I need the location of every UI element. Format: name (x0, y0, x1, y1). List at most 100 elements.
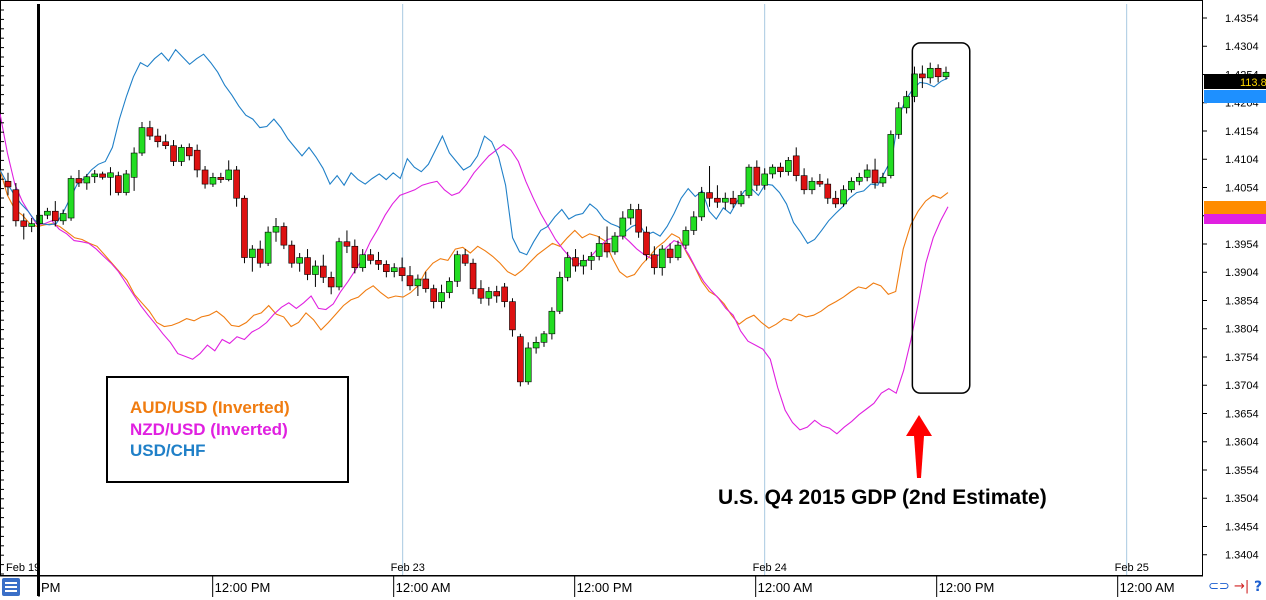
help-icon[interactable]: ? (1254, 579, 1262, 595)
candle (185, 143, 193, 161)
candle (193, 144, 201, 178)
candle-body-up (44, 210, 51, 216)
candle-body-up (942, 71, 950, 78)
y-tick-label: 1.3954 (1225, 239, 1259, 251)
candle (879, 172, 887, 187)
time-label: 12:00 PM (577, 580, 633, 595)
candle-body-up (737, 195, 745, 205)
candle (745, 164, 753, 199)
candle (635, 203, 642, 238)
candle (446, 277, 453, 299)
candle (737, 190, 745, 207)
candle (390, 263, 398, 278)
candle (911, 66, 918, 103)
candle-body-down (319, 265, 327, 278)
date-label: Feb 25 (1115, 562, 1149, 574)
candle (926, 62, 934, 84)
legend-entry-usd-chf: USD/CHF (130, 441, 206, 460)
candle (383, 260, 390, 278)
candle-body-down (919, 73, 926, 79)
candle (351, 239, 359, 274)
candle (682, 226, 690, 250)
candle-body-up (745, 166, 753, 196)
candle-body-down (816, 180, 824, 185)
y-tick-label: 1.3854 (1225, 295, 1259, 307)
time-label: 12:00 PM (939, 580, 995, 595)
usdchf-tag (1204, 90, 1266, 103)
candle-body-up (83, 176, 91, 184)
candle-body-up (312, 265, 319, 275)
candle (327, 271, 335, 295)
candle (832, 190, 839, 208)
gdp-annotation: U.S. Q4 2015 GDP (2nd Estimate) (718, 415, 1047, 509)
candle (919, 65, 926, 89)
candle-body-down (635, 209, 642, 233)
candle (721, 192, 729, 210)
candle (461, 249, 469, 267)
candle-body-down (217, 177, 225, 180)
candle (146, 120, 154, 141)
candle-body-down (666, 248, 674, 258)
series-line-aud-usd-inverted- (0, 169, 949, 331)
candle-body-down (304, 257, 311, 275)
candle-body-down (383, 264, 390, 272)
candle (430, 284, 437, 309)
highlight-box (911, 42, 971, 394)
candle-body-down (477, 288, 485, 299)
candle (848, 177, 855, 193)
candle-body-up (453, 254, 461, 282)
candle-body-down (170, 145, 177, 162)
candle-body-down (12, 189, 20, 222)
candle (438, 284, 445, 309)
candle-body-down (714, 197, 721, 203)
candle-body-up (249, 248, 256, 258)
candle-body-down (517, 336, 524, 383)
y-tick-label: 1.4054 (1225, 182, 1259, 194)
candle-body-up (359, 254, 367, 269)
time-label: PM (41, 580, 61, 595)
candle-body-down (193, 149, 201, 171)
candle (122, 169, 130, 196)
candle-body-down (706, 192, 713, 199)
candle (871, 158, 879, 189)
y-tick-label: 1.4354 (1225, 13, 1259, 25)
candle (729, 190, 737, 208)
candle (343, 230, 351, 254)
annotation-text: U.S. Q4 2015 GDP (2nd Estimate) (718, 486, 1047, 509)
candle (201, 166, 209, 189)
candle (422, 271, 430, 293)
candle (99, 171, 106, 180)
candle (690, 211, 698, 235)
candle (753, 160, 761, 191)
candle (564, 251, 571, 282)
candle (493, 285, 501, 303)
candle (162, 134, 169, 150)
candle-body-up (840, 189, 847, 205)
date-label: Feb 23 (391, 562, 425, 574)
y-tick-label: 1.3404 (1225, 550, 1259, 562)
arrow-in-icon[interactable]: →| (1234, 579, 1249, 594)
candle-body-up (446, 280, 453, 293)
candle-body-up (296, 257, 303, 264)
red-arrow-head (906, 415, 932, 436)
candle (587, 251, 595, 270)
y-tick-label: 1.3704 (1225, 380, 1259, 392)
candle (540, 331, 548, 347)
candle-body-down (406, 275, 414, 287)
candle (398, 257, 406, 282)
candle-body-down (99, 173, 106, 178)
time-label: 12:00 AM (758, 580, 813, 595)
candle-body-up (911, 73, 918, 97)
candle (319, 254, 327, 283)
y-tick-label: 1.4104 (1225, 154, 1259, 166)
candle (414, 274, 422, 296)
candle (603, 226, 611, 258)
legend-entry-aud-usd: AUD/USD (Inverted) (130, 398, 290, 417)
candle-body-up (107, 172, 114, 178)
candle-body-up (59, 213, 67, 222)
candle-body-down (146, 127, 154, 137)
candle-body-down (201, 169, 209, 185)
link-icon[interactable]: ⊂⊃ (1208, 579, 1230, 594)
candle (272, 218, 280, 242)
